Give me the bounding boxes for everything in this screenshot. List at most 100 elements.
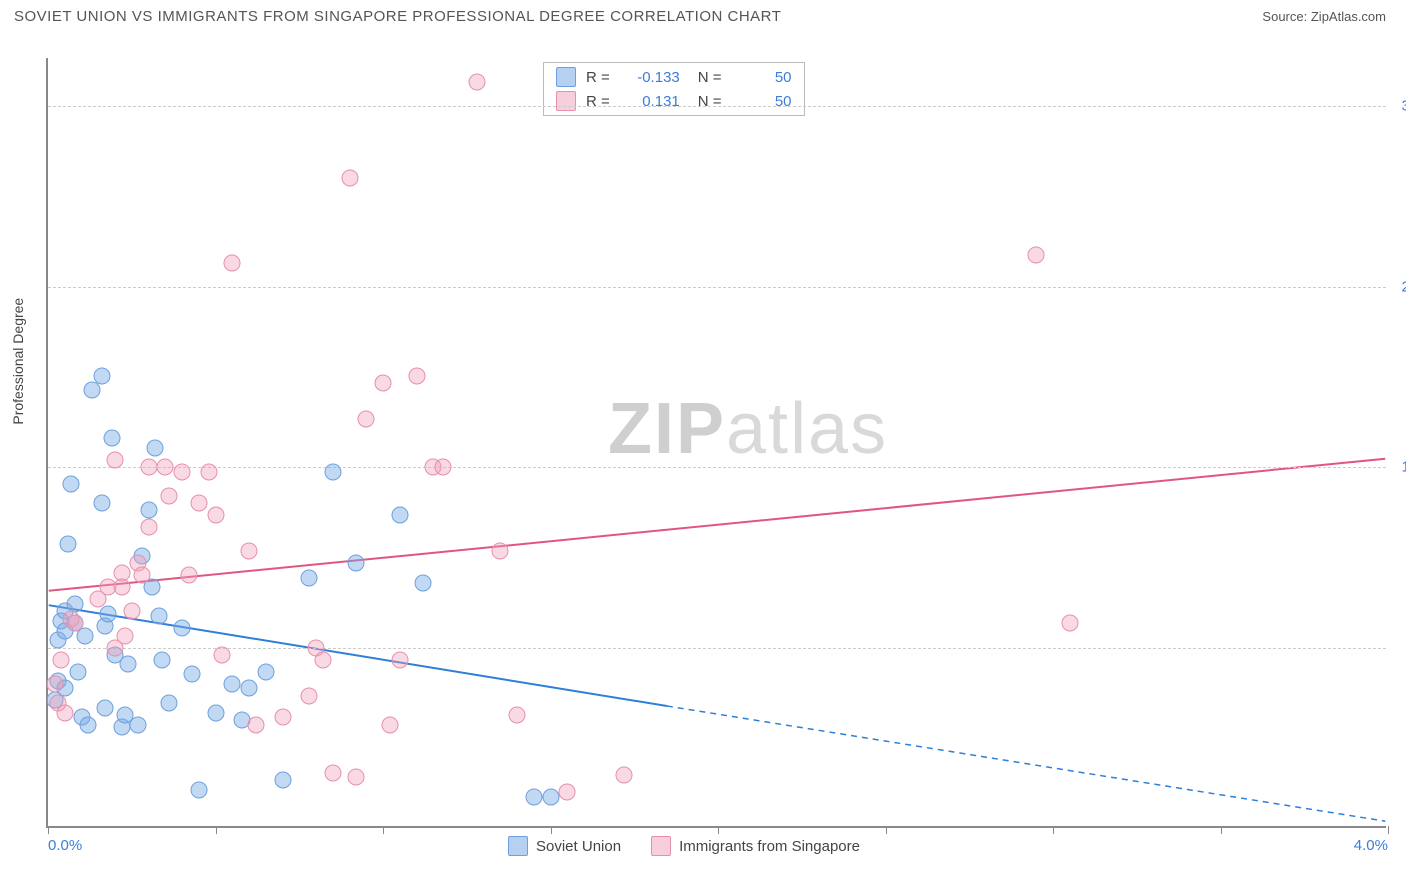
trend-line-extrapolated bbox=[667, 706, 1385, 821]
source-link[interactable]: ZipAtlas.com bbox=[1311, 9, 1386, 24]
legend-item-soviet: Soviet Union bbox=[508, 836, 621, 856]
data-point bbox=[616, 767, 633, 784]
data-point bbox=[274, 771, 291, 788]
data-point bbox=[93, 495, 110, 512]
watermark: ZIPatlas bbox=[608, 388, 888, 470]
data-point bbox=[120, 656, 137, 673]
legend-row-blue: R = -0.133 N = 50 bbox=[544, 65, 804, 89]
data-point bbox=[301, 687, 318, 704]
data-point bbox=[160, 487, 177, 504]
x-tick bbox=[718, 826, 719, 834]
data-point bbox=[1028, 247, 1045, 264]
data-point bbox=[324, 463, 341, 480]
data-point bbox=[525, 788, 542, 805]
data-point bbox=[391, 507, 408, 524]
x-tick bbox=[1053, 826, 1054, 834]
data-point bbox=[324, 764, 341, 781]
y-axis-title: Professional Degree bbox=[10, 298, 26, 425]
x-tick bbox=[48, 826, 49, 834]
data-point bbox=[60, 536, 77, 553]
trend-line bbox=[49, 459, 1386, 591]
trend-line bbox=[49, 605, 667, 706]
source-label: Source: bbox=[1262, 9, 1307, 24]
data-point bbox=[341, 170, 358, 187]
trend-lines bbox=[48, 58, 1386, 826]
swatch-blue-icon bbox=[508, 836, 528, 856]
data-point bbox=[140, 459, 157, 476]
x-tick bbox=[383, 826, 384, 834]
data-point bbox=[207, 507, 224, 524]
data-point bbox=[180, 567, 197, 584]
data-point bbox=[375, 374, 392, 391]
data-point bbox=[70, 663, 87, 680]
data-point bbox=[348, 769, 365, 786]
swatch-pink-icon bbox=[651, 836, 671, 856]
data-point bbox=[358, 410, 375, 427]
r-value-blue: -0.133 bbox=[620, 69, 680, 86]
data-point bbox=[257, 663, 274, 680]
data-point bbox=[160, 694, 177, 711]
data-point bbox=[80, 716, 97, 733]
legend-label-singapore: Immigrants from Singapore bbox=[679, 838, 860, 855]
data-point bbox=[140, 519, 157, 536]
gridline bbox=[48, 467, 1386, 468]
data-point bbox=[241, 543, 258, 560]
x-tick bbox=[1221, 826, 1222, 834]
data-point bbox=[66, 615, 83, 632]
gridline bbox=[48, 106, 1386, 107]
data-point bbox=[130, 716, 147, 733]
data-point bbox=[207, 704, 224, 721]
x-tick bbox=[886, 826, 887, 834]
swatch-pink-icon bbox=[556, 91, 576, 111]
data-point bbox=[133, 567, 150, 584]
x-tick-label: 4.0% bbox=[1354, 837, 1388, 854]
data-point bbox=[150, 608, 167, 625]
y-tick-label: 22.5% bbox=[1401, 278, 1406, 295]
data-point bbox=[224, 675, 241, 692]
data-point bbox=[83, 382, 100, 399]
data-point bbox=[241, 680, 258, 697]
data-point bbox=[96, 699, 113, 716]
data-point bbox=[1061, 615, 1078, 632]
y-tick-label: 15.0% bbox=[1401, 459, 1406, 476]
data-point bbox=[542, 788, 559, 805]
data-point bbox=[559, 783, 576, 800]
data-point bbox=[174, 620, 191, 637]
legend-row-pink: R = 0.131 N = 50 bbox=[544, 89, 804, 113]
source-attribution: Source: ZipAtlas.com bbox=[1262, 9, 1386, 24]
data-point bbox=[174, 463, 191, 480]
r-label: R = bbox=[586, 69, 610, 86]
data-point bbox=[46, 675, 63, 692]
legend-label-soviet: Soviet Union bbox=[536, 838, 621, 855]
chart-title: SOVIET UNION VS IMMIGRANTS FROM SINGAPOR… bbox=[14, 8, 781, 25]
data-point bbox=[468, 74, 485, 91]
x-tick-label: 0.0% bbox=[48, 837, 82, 854]
data-point bbox=[190, 495, 207, 512]
data-point bbox=[100, 605, 117, 622]
chart-header: SOVIET UNION VS IMMIGRANTS FROM SINGAPOR… bbox=[0, 0, 1406, 29]
data-point bbox=[147, 439, 164, 456]
x-tick bbox=[216, 826, 217, 834]
data-point bbox=[408, 367, 425, 384]
data-point bbox=[190, 781, 207, 798]
watermark-light: atlas bbox=[726, 389, 888, 469]
data-point bbox=[63, 475, 80, 492]
data-point bbox=[391, 651, 408, 668]
data-point bbox=[93, 367, 110, 384]
gridline bbox=[48, 287, 1386, 288]
data-point bbox=[381, 716, 398, 733]
data-point bbox=[274, 709, 291, 726]
data-point bbox=[301, 569, 318, 586]
data-point bbox=[56, 704, 73, 721]
data-point bbox=[103, 430, 120, 447]
data-point bbox=[314, 651, 331, 668]
data-point bbox=[200, 463, 217, 480]
data-point bbox=[123, 603, 140, 620]
data-point bbox=[509, 706, 526, 723]
data-point bbox=[224, 254, 241, 271]
data-point bbox=[113, 579, 130, 596]
data-point bbox=[435, 459, 452, 476]
chart-plot-area: ZIPatlas Professional Degree R = -0.133 … bbox=[46, 58, 1386, 828]
data-point bbox=[415, 574, 432, 591]
x-tick bbox=[551, 826, 552, 834]
